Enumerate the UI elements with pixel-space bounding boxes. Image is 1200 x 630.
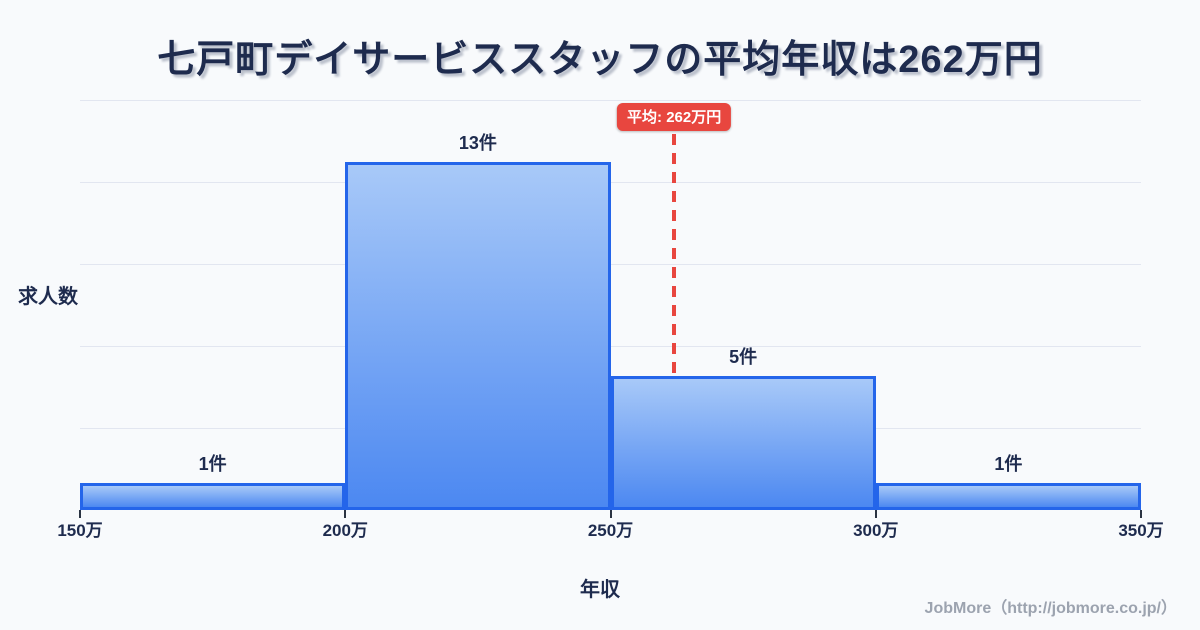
histogram-bar-200万-250万 xyxy=(345,162,611,510)
x-axis-tick-label: 350万 xyxy=(1118,521,1164,540)
x-axis-tick-label: 300万 xyxy=(853,521,899,540)
bar-count-label: 5件 xyxy=(729,347,758,367)
x-axis-tick-label: 150万 xyxy=(57,521,103,540)
x-axis-tick-mark xyxy=(609,510,612,518)
plot-area: 平均: 262万円 1件 13件 5件 1件 150万 200万 250万 300万 350万 xyxy=(57,100,1164,540)
gridline xyxy=(80,264,1141,265)
x-axis-tick-mark xyxy=(79,510,81,518)
histogram-bar-150万-200万 xyxy=(80,483,346,510)
footer-credit: JobMore（http://jobmore.co.jp/） xyxy=(924,600,1177,617)
histogram-bar-250万-300万 xyxy=(610,376,876,510)
x-axis-tick-label: 250万 xyxy=(587,521,634,540)
x-axis-tick-label: 200万 xyxy=(322,521,368,540)
x-axis-tick-mark xyxy=(344,510,347,518)
y-axis-label: 求人数 xyxy=(18,286,78,308)
x-axis-tick-mark xyxy=(874,510,877,518)
average-line xyxy=(672,134,677,510)
bar-count-label: 1件 xyxy=(994,454,1023,474)
bar-count-label: 1件 xyxy=(198,454,227,474)
average-label: 平均: 262万円 xyxy=(617,103,732,131)
x-axis-tick-mark xyxy=(1140,510,1142,518)
gridline xyxy=(80,346,1141,347)
gridline xyxy=(80,100,1141,101)
bar-count-label: 13件 xyxy=(458,133,497,153)
gridline xyxy=(80,182,1141,183)
x-axis-label: 年収 xyxy=(580,579,620,601)
chart-title: 七戸町デイサービススタッフの平均年収は262万円 xyxy=(157,39,1043,81)
histogram-bar-300万-350万 xyxy=(875,483,1141,510)
